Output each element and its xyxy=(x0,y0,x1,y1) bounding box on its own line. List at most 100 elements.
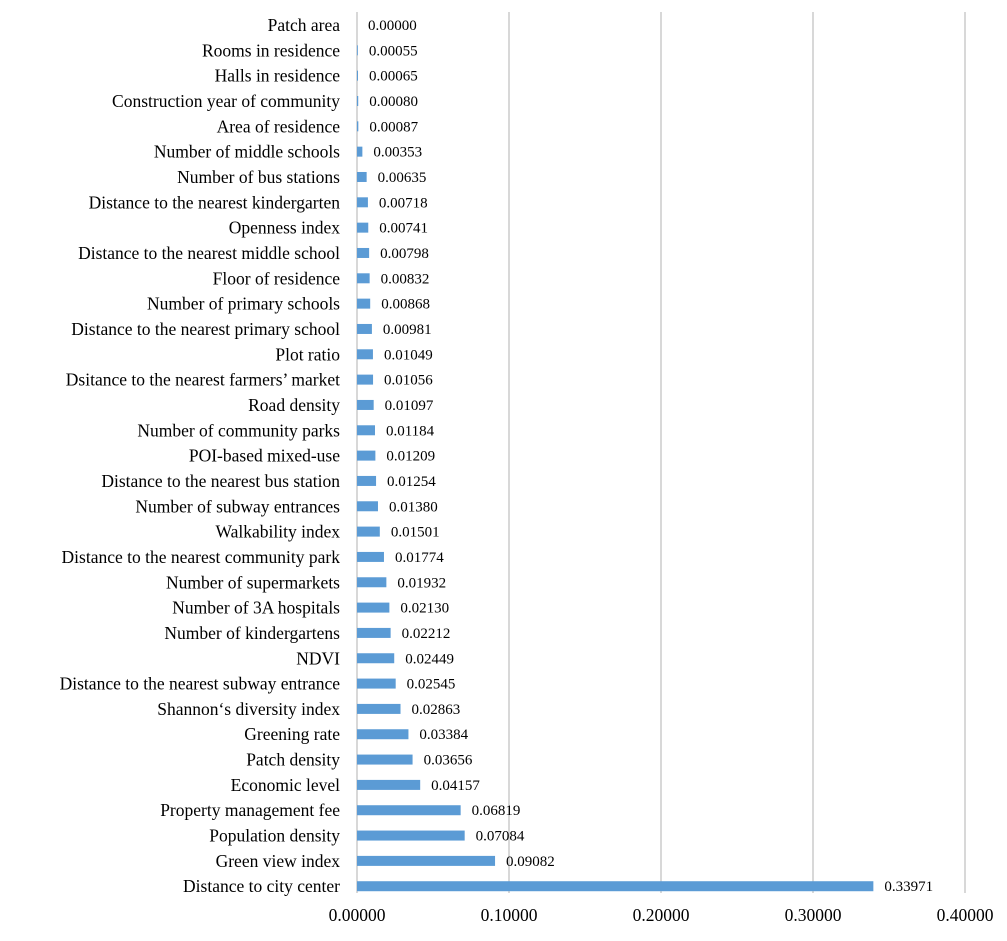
bar xyxy=(357,830,465,841)
category-label: Number of middle schools xyxy=(154,142,340,162)
category-label: Distance to city center xyxy=(183,876,340,896)
category-label: Shannon‘s diversity index xyxy=(157,699,340,719)
x-tick-label: 0.20000 xyxy=(633,905,690,925)
bar xyxy=(357,425,375,436)
value-label: 0.02130 xyxy=(400,601,449,617)
category-label: Distance to the nearest primary school xyxy=(71,319,340,339)
bar xyxy=(357,70,358,81)
bar xyxy=(357,526,380,537)
category-label: Number of community parks xyxy=(137,420,340,440)
category-label: NDVI xyxy=(296,648,340,668)
bar xyxy=(357,881,874,892)
bar xyxy=(357,551,384,562)
bar xyxy=(357,805,461,816)
bar xyxy=(357,45,358,56)
bar xyxy=(357,602,390,613)
value-label: 0.01209 xyxy=(386,449,435,465)
bar xyxy=(357,323,372,334)
bar xyxy=(357,171,367,182)
bar xyxy=(357,855,496,866)
value-label: 0.00065 xyxy=(369,69,418,85)
category-label: Property management fee xyxy=(160,800,340,820)
category-label: Number of supermarkets xyxy=(166,572,340,592)
bar xyxy=(357,197,368,208)
value-label: 0.33971 xyxy=(884,879,933,895)
bar xyxy=(357,95,359,106)
value-label: 0.00981 xyxy=(383,322,432,338)
value-label: 0.01184 xyxy=(386,423,435,439)
category-label: Walkability index xyxy=(216,522,341,542)
bar xyxy=(357,653,395,664)
bar xyxy=(357,273,370,284)
value-label: 0.01774 xyxy=(395,550,444,566)
bar xyxy=(357,754,413,765)
category-label: Distance to the nearest community park xyxy=(62,547,341,567)
bar xyxy=(357,222,369,233)
value-label: 0.01049 xyxy=(384,347,433,363)
category-label: Rooms in residence xyxy=(202,40,340,60)
category-label: Number of 3A hospitals xyxy=(172,598,340,618)
category-label: Floor of residence xyxy=(213,268,341,288)
category-label: Road density xyxy=(248,395,340,415)
value-label: 0.00635 xyxy=(378,170,427,186)
value-label: 0.03656 xyxy=(424,753,473,769)
value-label: 0.01380 xyxy=(389,499,438,515)
category-label: Number of bus stations xyxy=(177,167,340,187)
bar xyxy=(357,121,359,132)
value-label: 0.01056 xyxy=(384,373,433,389)
bar xyxy=(357,627,391,638)
value-label: 0.07084 xyxy=(476,829,525,845)
bar xyxy=(357,146,363,157)
x-tick-label: 0.30000 xyxy=(785,905,842,925)
bar xyxy=(357,298,371,309)
category-label: Population density xyxy=(209,826,340,846)
category-label: Patch density xyxy=(246,750,340,770)
value-label: 0.00000 xyxy=(368,18,417,34)
value-label: 0.01501 xyxy=(391,525,440,541)
bar xyxy=(357,475,377,486)
category-label: Plot ratio xyxy=(275,344,340,364)
category-label: Construction year of community xyxy=(112,91,340,111)
value-label: 0.02212 xyxy=(402,626,451,642)
x-tick-label: 0.00000 xyxy=(329,905,386,925)
category-label: Distance to the nearest middle school xyxy=(78,243,340,263)
value-label: 0.09082 xyxy=(506,854,555,870)
bar xyxy=(357,501,378,512)
value-label: 0.00087 xyxy=(369,119,418,135)
bar xyxy=(357,779,421,790)
value-label: 0.00055 xyxy=(369,43,418,59)
bar xyxy=(357,399,374,410)
bar xyxy=(357,450,376,461)
value-label: 0.01097 xyxy=(385,398,434,414)
value-label: 0.03384 xyxy=(419,727,468,743)
value-label: 0.01254 xyxy=(387,474,436,490)
bar xyxy=(357,349,373,360)
bar xyxy=(357,577,387,588)
category-label: Dsitance to the nearest farmers’ market xyxy=(66,370,340,390)
value-label: 0.00718 xyxy=(379,195,428,211)
value-label: 0.00741 xyxy=(379,221,428,237)
value-label: 0.04157 xyxy=(431,778,480,794)
x-tick-label: 0.40000 xyxy=(937,905,994,925)
category-label: Number of kindergartens xyxy=(164,623,340,643)
bar xyxy=(357,678,396,689)
value-label: 0.06819 xyxy=(472,803,521,819)
category-label: Number of subway entrances xyxy=(135,496,340,516)
category-label: Area of residence xyxy=(217,116,341,136)
category-label: Distance to the nearest subway entrance xyxy=(60,674,341,694)
value-label: 0.02545 xyxy=(407,677,456,693)
value-label: 0.02449 xyxy=(405,651,454,667)
value-label: 0.00868 xyxy=(381,297,430,313)
value-label: 0.00832 xyxy=(381,271,430,287)
category-label: Green view index xyxy=(216,851,341,871)
value-label: 0.00353 xyxy=(373,145,422,161)
value-label: 0.01932 xyxy=(397,575,446,591)
category-label: Economic level xyxy=(231,775,340,795)
value-label: 0.02863 xyxy=(412,702,461,718)
category-label: POI-based mixed-use xyxy=(189,446,340,466)
category-label: Openness index xyxy=(229,218,341,238)
category-label: Distance to the nearest kindergarten xyxy=(89,192,341,212)
bar xyxy=(357,703,401,714)
